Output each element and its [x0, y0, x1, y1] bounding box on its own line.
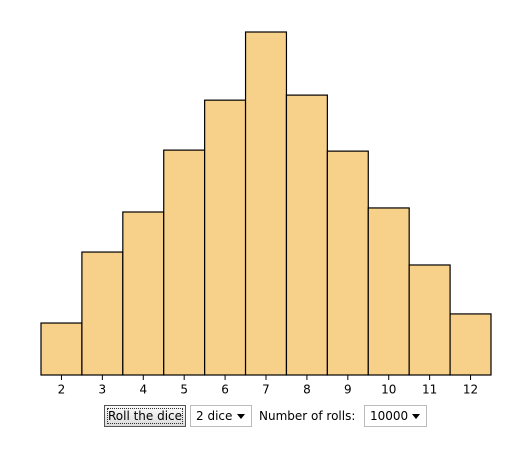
x-tick-label: 5 [180, 383, 188, 397]
bar [81, 251, 124, 376]
bar [244, 31, 288, 376]
x-tick-label: 3 [99, 383, 107, 397]
bar [367, 207, 410, 376]
bar [449, 313, 492, 376]
x-tick-label: 7 [262, 383, 270, 397]
x-tick-label: 11 [422, 383, 437, 397]
rolls-label: Number of rolls: [259, 409, 356, 423]
histogram: 2 3 4 5 6 7 8 9 10 11 12 [40, 31, 492, 397]
bar [122, 211, 165, 376]
bar [40, 322, 83, 376]
dice-select-text: 2 dice [196, 409, 233, 423]
rolls-select[interactable]: 10000 [364, 405, 427, 427]
x-tick-label: 10 [381, 383, 396, 397]
x-tick-label: 8 [303, 383, 311, 397]
x-tick-label: 4 [139, 383, 147, 397]
bar [285, 94, 328, 376]
x-tick-label: 2 [58, 383, 66, 397]
x-tick-label: 12 [463, 383, 478, 397]
x-tick-label: 6 [221, 383, 229, 397]
x-tick-label: 9 [344, 383, 352, 397]
roll-button[interactable]: Roll the dice [104, 405, 186, 427]
bar [326, 150, 369, 376]
rolls-select-text: 10000 [370, 409, 409, 423]
bar [163, 149, 206, 376]
dice-select[interactable]: 2 dice [190, 405, 252, 427]
bar [204, 99, 247, 376]
bar [408, 264, 451, 376]
